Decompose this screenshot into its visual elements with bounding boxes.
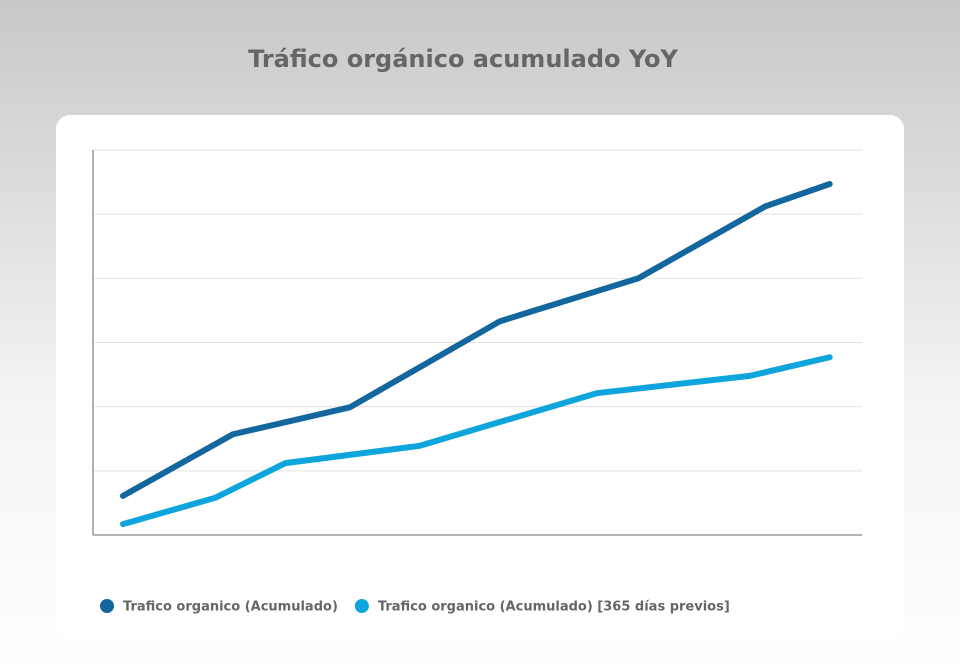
legend-label: Trafico organico (Acumulado) [365 días p… — [378, 600, 730, 615]
series-line — [119, 354, 833, 528]
legend-label: Trafico organico (Acumulado) — [123, 600, 338, 615]
card — [56, 115, 904, 637]
legend-marker — [100, 599, 114, 613]
legend-marker — [354, 599, 369, 613]
series-line — [119, 181, 833, 499]
chart-title: Tráfico orgánico acumulado YoY — [248, 45, 678, 73]
